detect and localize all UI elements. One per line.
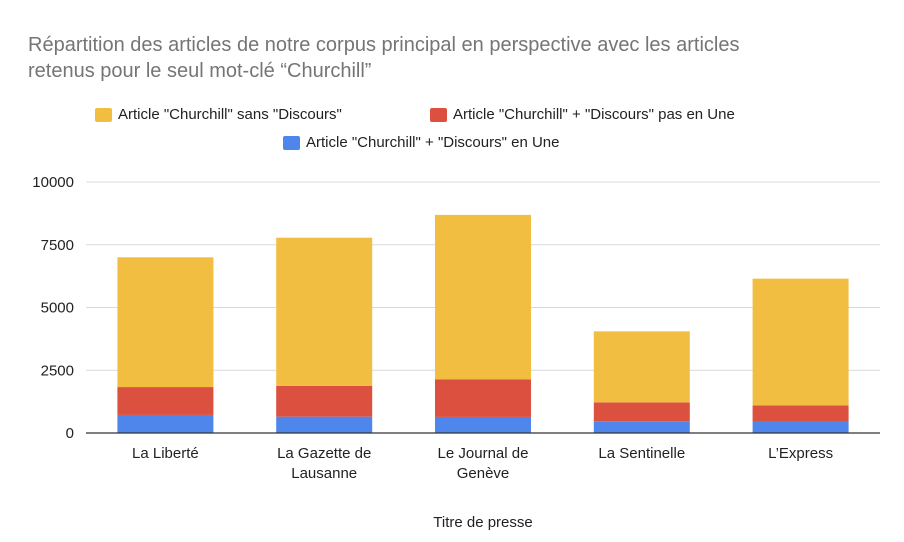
x-tick-label: Genève (457, 465, 510, 482)
y-tick-label: 10000 (32, 174, 74, 191)
bar-segment (276, 385, 373, 417)
bar-segment (752, 421, 849, 433)
legend-swatch (95, 107, 112, 122)
x-tick-label: L’Express (768, 445, 833, 462)
x-tick-label: La Liberté (132, 445, 199, 462)
legend-swatch (430, 107, 447, 122)
legend-item-discours-en-une[interactable]: Article "Churchill" + "Discours" en Une (283, 134, 559, 151)
bar-segment (435, 379, 531, 417)
x-tick-label: La Sentinelle (598, 445, 685, 462)
bar-segment (593, 402, 690, 422)
bar-segment (276, 416, 373, 433)
bar-segment (593, 421, 690, 433)
bar-segment (752, 278, 849, 406)
bar-segment (117, 257, 214, 388)
legend-label: Article "Churchill" + "Discours" pas en … (453, 106, 735, 123)
y-tick-label: 5000 (41, 300, 74, 317)
legend-swatch (283, 135, 300, 150)
x-tick-label: Le Journal de (438, 445, 529, 462)
bar-segment (117, 414, 214, 433)
legend-label: Article "Churchill" sans "Discours" (118, 106, 342, 123)
legend-item-sans-discours[interactable]: Article "Churchill" sans "Discours" (95, 106, 342, 123)
x-tick-label: La Gazette de (277, 445, 371, 462)
chart-title: Répartition des articles de notre corpus… (28, 32, 888, 84)
y-tick-label: 2500 (41, 362, 74, 379)
bar-segment (435, 416, 531, 433)
bar-segment (435, 214, 531, 380)
legend-label: Article "Churchill" + "Discours" en Une (306, 134, 560, 151)
bar-segment (276, 237, 373, 386)
y-tick-label: 0 (66, 425, 74, 442)
bar-segment (593, 331, 690, 403)
bar-segment (752, 405, 849, 422)
bar-segment (117, 387, 214, 415)
x-tick-label: Lausanne (291, 465, 357, 482)
chart-title-line-1: Répartition des articles de notre corpus… (28, 34, 740, 56)
legend-item-discours-pas-en-une[interactable]: Article "Churchill" + "Discours" pas en … (430, 106, 735, 123)
chart-title-line-2: retenus pour le seul mot-clé “Churchill” (28, 60, 372, 82)
x-axis-title: Titre de presse (433, 514, 533, 531)
y-tick-label: 7500 (41, 237, 74, 254)
